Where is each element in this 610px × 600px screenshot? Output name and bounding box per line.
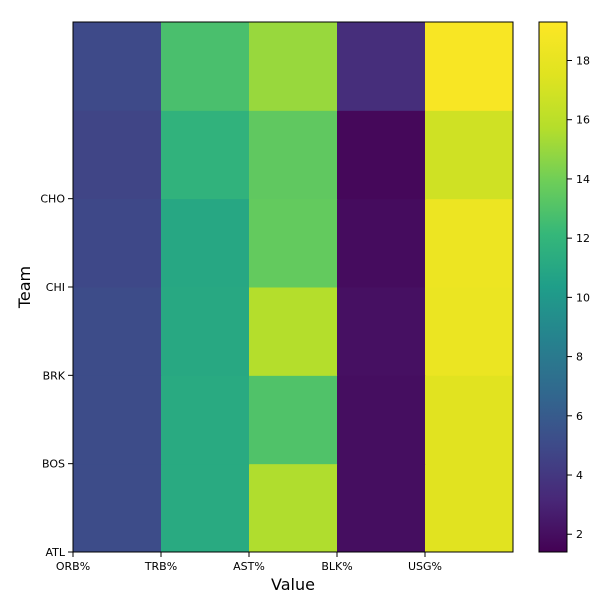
- heatmap-cell: [425, 287, 514, 376]
- heatmap-cell: [161, 287, 250, 376]
- heatmap-cell: [425, 463, 514, 553]
- x-tick-label: ORB%: [56, 560, 90, 573]
- colorbar-gradient: [538, 21, 568, 553]
- colorbar-tick-label: 10: [576, 291, 590, 304]
- colorbar-tick-label: 14: [576, 173, 590, 186]
- colorbar-tick-label: 16: [576, 114, 590, 127]
- x-tick-label: TRB%: [144, 560, 177, 573]
- colorbar-tick-label: 2: [576, 528, 583, 541]
- heatmap-cell: [73, 110, 162, 200]
- y-tick-label: CHO: [40, 193, 65, 206]
- heatmap-cell: [73, 198, 162, 288]
- heatmap-cell: [161, 463, 250, 553]
- heatmap-cell: [161, 110, 250, 200]
- heatmap-cell: [73, 375, 162, 465]
- heatmap-cell: [249, 463, 338, 553]
- colorbar-ticks: 2 4 6 8 10 12 14 16 18: [567, 54, 590, 541]
- y-axis: ATL BOS BRK CHI CHO: [40, 193, 73, 559]
- heatmap-cell: [161, 375, 250, 465]
- heatmap-cell: [425, 22, 514, 111]
- colorbar-tick-label: 12: [576, 232, 590, 245]
- heatmap-cell: [425, 198, 514, 288]
- x-axis-label: Value: [271, 575, 315, 594]
- heatmap-cell: [249, 110, 338, 200]
- y-tick-label: CHI: [46, 281, 65, 294]
- colorbar-tick-label: 6: [576, 410, 583, 423]
- heatmap-cell: [249, 198, 338, 288]
- y-tick-label: ATL: [45, 546, 65, 559]
- heatmap-cell: [249, 287, 338, 376]
- y-tick-label: BOS: [42, 458, 65, 471]
- y-axis-label: Team: [15, 266, 34, 309]
- heatmap-cells: [73, 22, 514, 553]
- heatmap-cell: [337, 463, 426, 553]
- x-tick-label: BLK%: [321, 560, 352, 573]
- colorbar: 2 4 6 8 10 12 14 16 18: [538, 21, 590, 553]
- heatmap-cell: [337, 22, 426, 111]
- heatmap-cell: [161, 22, 250, 111]
- colorbar-tick-label: 18: [576, 54, 590, 67]
- heatmap-cell: [249, 22, 338, 111]
- heatmap-cell: [249, 375, 338, 465]
- heatmap-cell: [337, 375, 426, 465]
- heatmap-cell: [337, 110, 426, 200]
- y-tick-label: BRK: [43, 369, 66, 382]
- heatmap-cell: [73, 287, 162, 376]
- heatmap-cell: [161, 198, 250, 288]
- heatmap-cell: [73, 22, 162, 111]
- x-axis: ORB% TRB% AST% BLK% USG%: [56, 552, 442, 573]
- heatmap-cell: [425, 110, 514, 200]
- x-tick-label: AST%: [233, 560, 265, 573]
- x-tick-label: USG%: [408, 560, 442, 573]
- heatmap-cell: [337, 287, 426, 376]
- heatmap-cell: [425, 375, 514, 465]
- colorbar-tick-label: 4: [576, 469, 583, 482]
- colorbar-tick-label: 8: [576, 351, 583, 364]
- heatmap-cell: [337, 198, 426, 288]
- heatmap-cell: [73, 463, 162, 553]
